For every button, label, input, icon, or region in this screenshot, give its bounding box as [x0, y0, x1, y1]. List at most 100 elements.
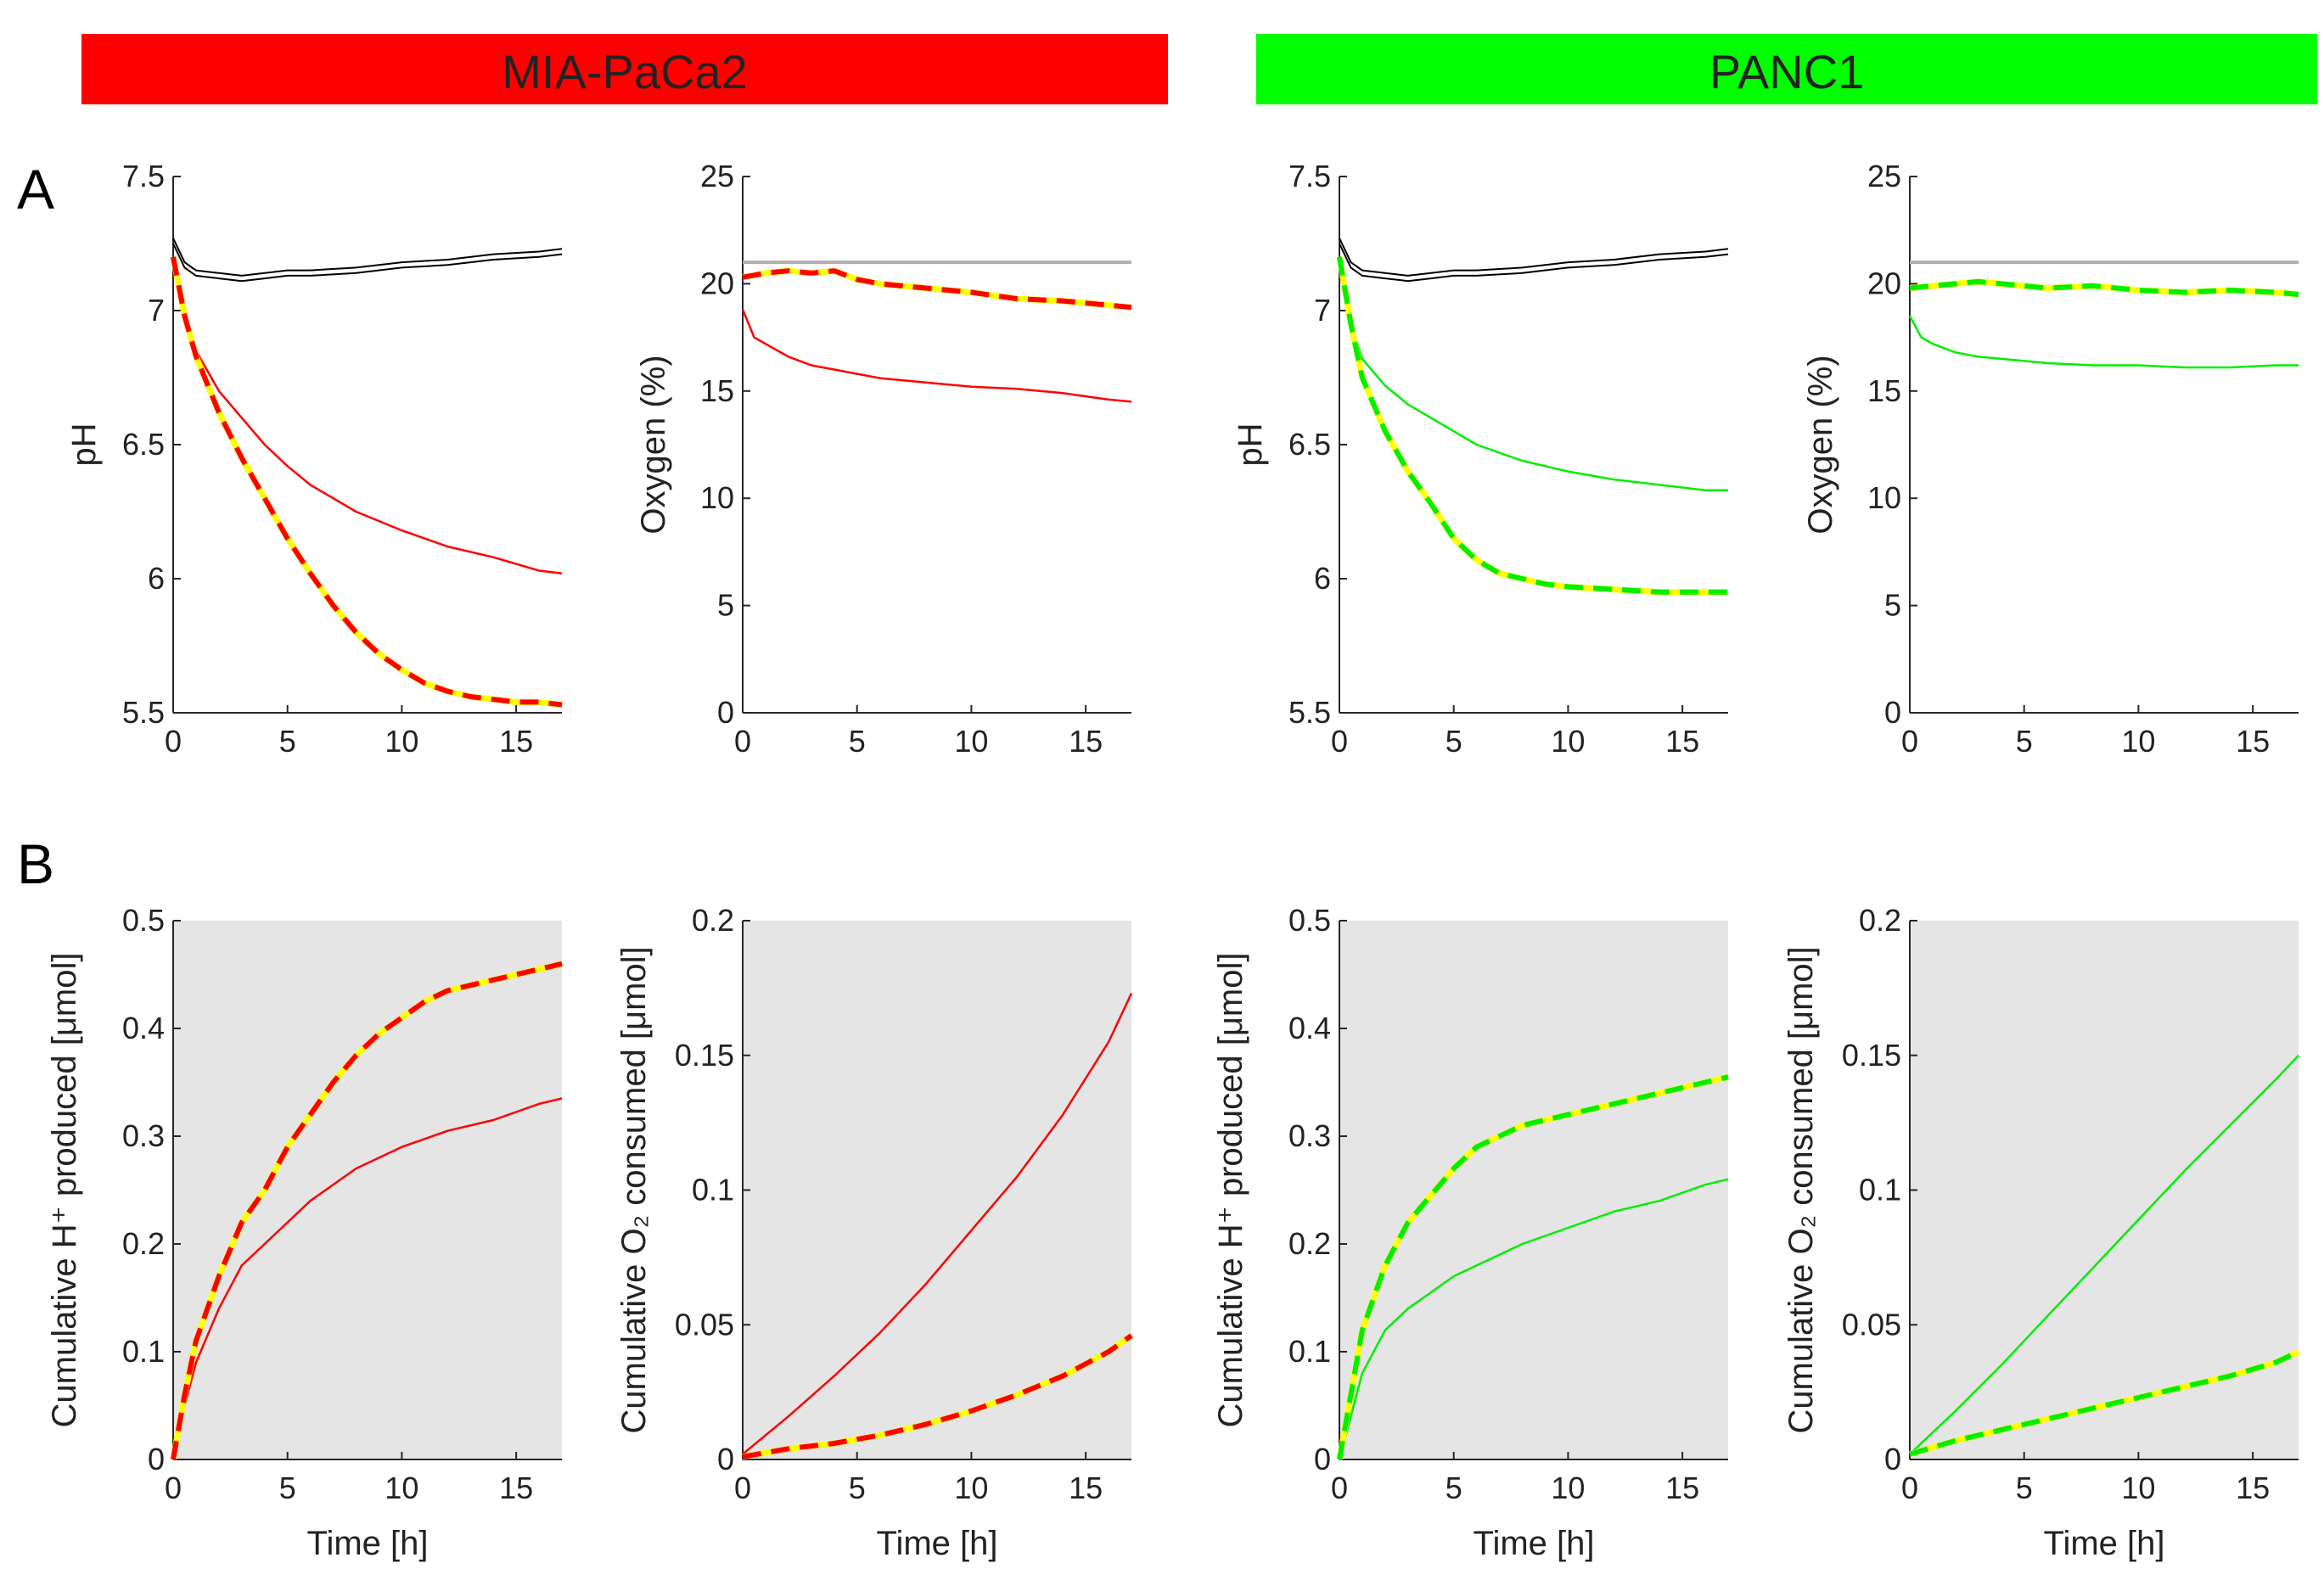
series-dashed-line [1909, 278, 2299, 297]
y-tick-label: 0.3 [122, 1118, 165, 1153]
chart-mia-h: 0 0.1 0.2 0.3 0.4 0.5 0 5 10 15 Cumulative H⁺ prod… [46, 903, 563, 1562]
x-tick-label: 15 [1069, 724, 1103, 759]
series-control-line [1339, 243, 1729, 283]
y-axis-label: Cumulative O₂ consumed [μmol] [1782, 946, 1820, 1433]
plot-background [1339, 921, 1728, 1459]
y-axis-label: Cumulative O₂ consumed [μmol] [615, 946, 653, 1433]
y-tick-label: 0.2 [1859, 903, 1901, 938]
y-axis-label: Oxygen (%) [635, 355, 672, 534]
x-tick-label: 5 [849, 1471, 866, 1505]
x-tick-label: 0 [734, 1471, 751, 1505]
x-tick-label: 0 [1901, 1471, 1918, 1505]
y-tick-label: 0.2 [1288, 1226, 1331, 1261]
y-tick-label: 5.5 [122, 695, 165, 730]
y-tick-label: 6 [1314, 561, 1331, 596]
y-tick-label: 0.15 [1842, 1038, 1901, 1073]
y-tick-label: 0.1 [692, 1173, 734, 1207]
y-tick-label: 0.1 [122, 1334, 165, 1369]
series-solid-line [1909, 1054, 2299, 1455]
y-tick-label: 7.5 [1288, 159, 1331, 193]
x-axis-label: Time [h] [307, 1525, 429, 1562]
series-dashed-line [742, 1333, 1133, 1459]
x-tick-label: 15 [1069, 1471, 1103, 1505]
x-tick-label: 10 [385, 724, 418, 759]
y-tick-label: 25 [1867, 159, 1901, 193]
y-tick-label: 7.5 [122, 159, 165, 193]
y-tick-label: 6.5 [122, 427, 165, 462]
y-tick-label: 0 [717, 695, 734, 730]
x-tick-label: 5 [279, 1471, 296, 1505]
x-tick-label: 15 [2236, 724, 2270, 759]
x-axis-label: Time [h] [877, 1525, 998, 1562]
y-tick-label: 0 [1314, 1442, 1331, 1476]
series-dashed-line [742, 268, 1132, 311]
y-tick-label: 0.15 [675, 1038, 734, 1073]
y-tick-label: 0 [1884, 1442, 1901, 1476]
x-tick-label: 10 [954, 724, 988, 759]
x-tick-label: 10 [2121, 724, 2155, 759]
chart-mia-o2: 0 5 10 15 20 25 0 5 10 15 Oxygen (%) [635, 159, 1132, 759]
y-tick-label: 0.4 [122, 1011, 165, 1045]
x-tick-label: 0 [1331, 724, 1348, 759]
x-tick-label: 0 [1901, 724, 1918, 759]
x-tick-label: 5 [2016, 1471, 2033, 1505]
series-dashed-line [1337, 256, 1728, 595]
y-tick-label: 7 [1314, 293, 1331, 328]
series-solid-line [1338, 1178, 1729, 1460]
x-tick-label: 0 [165, 1471, 182, 1505]
series-solid-line [171, 1097, 563, 1460]
chart-panc-o2: 0 5 10 15 20 25 0 5 10 15 Oxygen (%) [1802, 159, 2299, 759]
plot-background [1910, 921, 2299, 1459]
x-tick-label: 10 [1551, 1471, 1585, 1505]
y-tick-label: 0 [717, 1442, 734, 1476]
series-dashed-fit-line [1336, 256, 1728, 596]
y-tick-label: 0.3 [1288, 1118, 1331, 1153]
y-tick-label: 0.05 [675, 1307, 734, 1342]
y-tick-label: 0 [1884, 695, 1901, 730]
series-dashed-fit-line [170, 256, 563, 708]
y-axis-label: Cumulative H⁺ produced [μmol] [46, 953, 83, 1428]
series-dashed-line [1337, 1074, 1729, 1460]
x-tick-label: 10 [385, 1471, 418, 1505]
chart-panc-h: 0 0.1 0.2 0.3 0.4 0.5 0 5 10 15 Cumulative H⁺ prod… [1212, 903, 1729, 1562]
y-tick-label: 0.1 [1859, 1173, 1901, 1207]
y-tick-label: 15 [1867, 373, 1901, 408]
banner-panc1-label: PANC1 [1709, 45, 1865, 98]
x-tick-label: 15 [1665, 1471, 1699, 1505]
series-solid-line [742, 993, 1133, 1455]
chart-mia-o2c: 0 0.05 0.1 0.15 0.2 0 5 10 15 Cumulative O₂ consu… [615, 903, 1134, 1562]
y-tick-label: 10 [700, 480, 734, 515]
x-tick-label: 10 [954, 1471, 988, 1505]
series-solid-line [741, 309, 1132, 403]
series-dashed-line [171, 256, 563, 708]
y-tick-label: 5 [1884, 588, 1901, 623]
y-tick-label: 0.4 [1288, 1011, 1331, 1045]
x-tick-label: 15 [2236, 1471, 2270, 1505]
series-control-line [172, 243, 563, 283]
y-tick-label: 15 [700, 373, 734, 408]
plot-background [743, 921, 1131, 1459]
x-axis-label: Time [h] [1474, 1525, 1595, 1562]
banner-mia-paca2 [81, 34, 1168, 104]
y-tick-label: 20 [700, 266, 734, 300]
y-tick-label: 0.2 [122, 1226, 165, 1261]
y-tick-label: 6.5 [1288, 427, 1331, 462]
y-tick-label: 5 [717, 588, 734, 623]
chart-panc-ph: 5.5 6 6.5 7 7.5 0 5 10 15 pH [1232, 159, 1729, 759]
chart-panc-o2c: 0 0.05 0.1 0.15 0.2 0 5 10 15 Cumulative O₂ consu… [1782, 903, 2300, 1562]
y-axis-label: Cumulative H⁺ produced [μmol] [1212, 953, 1249, 1428]
x-tick-label: 5 [2016, 724, 2033, 759]
x-tick-label: 0 [734, 724, 751, 759]
x-tick-label: 0 [165, 724, 182, 759]
banner-panc1 [1256, 34, 2317, 104]
x-tick-label: 0 [1331, 1471, 1348, 1505]
x-tick-label: 5 [1445, 724, 1462, 759]
banner-mia-paca2-label: MIA-PaCa2 [502, 45, 747, 98]
y-tick-label: 25 [700, 159, 734, 193]
y-tick-label: 6 [148, 561, 165, 596]
x-tick-label: 10 [1551, 724, 1585, 759]
series-solid-line [171, 256, 563, 574]
series-solid-line [1338, 256, 1728, 491]
panel-letter-b: B [17, 832, 54, 895]
